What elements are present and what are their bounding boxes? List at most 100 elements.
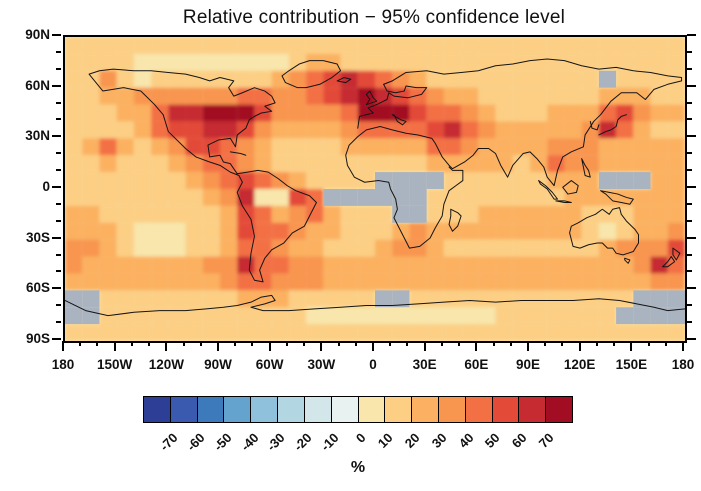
heat-cell xyxy=(288,138,307,156)
axis-tick xyxy=(406,341,409,346)
heat-cell xyxy=(82,205,100,223)
heat-cell xyxy=(530,205,548,223)
heat-cell xyxy=(547,290,565,308)
heat-cell xyxy=(564,37,582,54)
heat-cell xyxy=(495,222,513,240)
heat-cell xyxy=(133,104,152,122)
heat-cell xyxy=(512,70,530,88)
y-tick-label: 60N xyxy=(25,77,50,93)
heat-cell xyxy=(65,53,83,71)
heat-cell xyxy=(220,273,238,291)
axis-tick xyxy=(52,84,61,87)
heat-cell xyxy=(288,307,307,325)
heat-cell xyxy=(409,273,427,291)
heat-cell xyxy=(375,104,393,122)
colorbar-tick-label: -70 xyxy=(156,430,181,454)
heat-cell xyxy=(340,290,358,308)
heat-cell xyxy=(99,104,117,122)
colorbar-cell xyxy=(250,397,278,422)
heat-cell xyxy=(409,138,427,156)
heat-cell xyxy=(495,172,513,189)
heat-cell xyxy=(633,205,651,223)
heat-cell xyxy=(271,121,289,139)
x-tick-label: 120W xyxy=(148,357,184,372)
heat-cell xyxy=(667,222,685,240)
heat-cell xyxy=(220,324,238,341)
heat-cell xyxy=(237,53,255,71)
heat-cell xyxy=(598,53,617,71)
coastline xyxy=(358,81,427,128)
heat-cell xyxy=(426,324,444,341)
colorbar-tick-label: 60 xyxy=(509,430,530,451)
heat-cell xyxy=(202,155,220,173)
x-tick-label: 90E xyxy=(515,357,541,372)
heat-cell xyxy=(65,87,83,105)
heat-cell xyxy=(478,222,496,240)
heat-cell xyxy=(357,290,375,308)
heat-cell xyxy=(564,222,582,240)
heat-cell xyxy=(116,138,134,156)
axis-tick xyxy=(687,304,692,307)
heat-cell xyxy=(65,104,83,122)
heat-cell xyxy=(564,324,582,341)
heat-cell xyxy=(633,53,651,71)
heat-cell xyxy=(650,87,668,105)
heat-cell xyxy=(598,307,617,325)
heat-cell xyxy=(237,87,255,105)
missing-cell xyxy=(667,307,685,325)
heat-cell xyxy=(547,222,565,240)
heat-cell xyxy=(306,205,324,223)
heat-cell xyxy=(633,256,651,274)
heat-cell xyxy=(202,256,220,274)
heat-cell xyxy=(650,189,668,206)
heat-cell xyxy=(202,172,220,189)
heat-cell xyxy=(633,324,651,341)
axis-tick xyxy=(664,341,667,346)
heat-cell xyxy=(133,273,152,291)
heat-cell xyxy=(133,307,152,325)
coastline xyxy=(563,181,579,195)
heat-cell xyxy=(168,70,186,88)
heat-cell xyxy=(288,172,307,189)
heat-cell xyxy=(271,307,289,325)
axis-tick xyxy=(687,287,696,290)
heat-cell xyxy=(133,87,152,105)
heat-cell xyxy=(133,138,152,156)
heat-cell xyxy=(185,138,203,156)
heat-cell xyxy=(65,37,83,54)
heat-cell xyxy=(254,239,272,257)
colorbar-cell xyxy=(437,397,465,422)
heat-cell xyxy=(650,37,668,54)
heat-cell xyxy=(547,205,565,223)
heat-cell xyxy=(340,172,358,189)
heat-cell xyxy=(495,53,513,71)
heat-cell xyxy=(323,239,341,257)
heat-cell xyxy=(254,307,272,325)
heat-cell xyxy=(82,256,100,274)
heat-cell xyxy=(461,87,479,105)
chart-title: Relative contribution − 95% confidence l… xyxy=(182,7,566,28)
heat-cell xyxy=(151,222,169,240)
axis-tick xyxy=(251,341,254,346)
heat-cell xyxy=(392,273,410,291)
axis-tick xyxy=(96,341,99,346)
heat-cell xyxy=(340,273,358,291)
heat-cell xyxy=(271,53,289,71)
missing-cell xyxy=(82,290,100,308)
heat-cell xyxy=(478,70,496,88)
heat-cell xyxy=(667,138,685,156)
heat-cell xyxy=(82,155,100,173)
heat-cell xyxy=(443,290,462,308)
heat-cell xyxy=(202,324,220,341)
heat-cell xyxy=(392,307,410,325)
heat-cell xyxy=(288,53,307,71)
heat-cell xyxy=(151,324,169,341)
heat-cell xyxy=(512,172,530,189)
heat-cell xyxy=(495,189,513,206)
axis-tick xyxy=(56,118,61,121)
axis-tick xyxy=(52,34,61,36)
heat-cell xyxy=(133,290,152,308)
heat-cell xyxy=(340,222,358,240)
heat-cell xyxy=(650,222,668,240)
